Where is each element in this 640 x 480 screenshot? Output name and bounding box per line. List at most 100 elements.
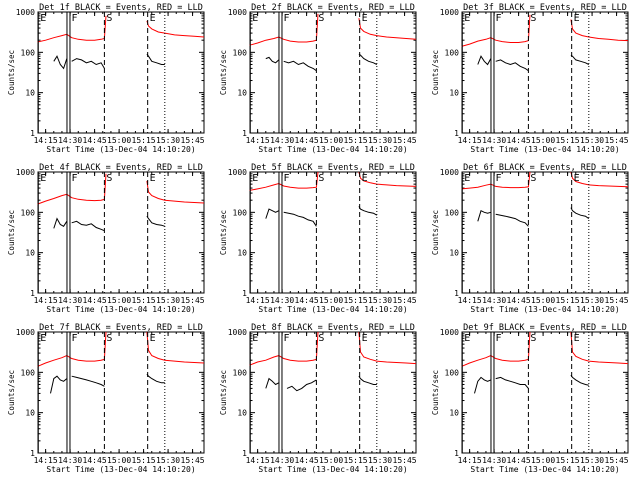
marker-label: E [150, 13, 156, 24]
marker-label: E [40, 13, 46, 24]
y-tick-label: 1 [454, 129, 459, 138]
x-axis-label: Start Time (13-Dec-04 14:10:20) [470, 145, 619, 154]
y-tick-label: 10 [449, 409, 459, 418]
marker-label: E [362, 333, 368, 344]
events-series-line [358, 375, 377, 385]
y-tick-label: 1000 [228, 168, 247, 177]
lld-series-line [146, 331, 205, 364]
plot-frame [249, 11, 417, 134]
y-tick-label: 100 [233, 208, 248, 217]
marker-label: S [318, 13, 324, 24]
x-tick-label: 15:15 [556, 296, 580, 305]
x-axis-label: Start Time (13-Dec-04 14:10:20) [46, 305, 195, 314]
events-series-line [71, 220, 105, 232]
marker-label: E [362, 13, 368, 24]
x-tick-label: 15:30 [156, 456, 180, 465]
events-series-line [570, 207, 590, 220]
y-tick-label: 1000 [228, 328, 247, 337]
y-tick-label: 10 [237, 249, 247, 258]
x-axis-label: Start Time (13-Dec-04 14:10:20) [258, 145, 407, 154]
lld-series-line [461, 14, 531, 47]
y-tick-label: 1000 [16, 8, 35, 17]
lld-series-line [37, 173, 107, 205]
events-series-line [283, 60, 317, 72]
y-tick-label: 1000 [440, 8, 459, 17]
y-tick-label: 100 [233, 48, 248, 57]
x-tick-label: 15:30 [156, 136, 180, 145]
y-tick-label: 100 [233, 368, 248, 377]
x-tick-label: 15:00 [531, 296, 555, 305]
x-axis-label: Start Time (13-Dec-04 14:10:20) [258, 465, 407, 474]
plot-frame [37, 331, 205, 454]
x-tick-label: 15:15 [556, 136, 580, 145]
x-axis-label: Start Time (13-Dec-04 14:10:20) [258, 305, 407, 314]
marker-label: E [40, 173, 46, 184]
events-series-line [265, 377, 280, 389]
x-axis-label: Start Time (13-Dec-04 14:10:20) [470, 465, 619, 474]
y-axis-label: Counts/sec [219, 210, 228, 255]
events-series-line [146, 53, 165, 65]
marker-label: S [106, 13, 112, 24]
events-series-line [283, 211, 317, 227]
x-axis-label: Start Time (13-Dec-04 14:10:20) [46, 465, 195, 474]
marker-label: F [283, 13, 289, 24]
y-axis-label: Counts/sec [7, 210, 16, 255]
x-axis-label: Start Time (13-Dec-04 14:10:20) [46, 145, 195, 154]
x-tick-label: 14:15 [458, 136, 482, 145]
y-tick-label: 1000 [440, 168, 459, 177]
x-tick-label: 15:00 [107, 136, 131, 145]
lld-series-line [358, 331, 417, 365]
x-tick-label: 15:15 [132, 456, 156, 465]
x-tick-label: 14:45 [507, 136, 531, 145]
marker-label: S [106, 333, 112, 344]
x-tick-label: 14:30 [482, 296, 506, 305]
x-tick-label: 15:30 [156, 296, 180, 305]
x-tick-label: 14:30 [482, 456, 506, 465]
y-tick-label: 10 [25, 249, 35, 258]
x-tick-label: 15:30 [580, 456, 604, 465]
detector-panel: Det 3f BLACK = Events, RED = LLD 1 10 100 10… [431, 3, 629, 154]
x-tick-label: 15:45 [605, 296, 629, 305]
x-tick-label: 15:45 [605, 456, 629, 465]
y-tick-label: 100 [21, 368, 36, 377]
events-series-line [53, 55, 68, 70]
x-tick-label: 14:15 [246, 136, 270, 145]
plot-frame [461, 331, 629, 454]
detector-panel: Det 1f BLACK = Events, RED = LLD 1 10 100 10… [7, 3, 205, 154]
y-tick-label: 1 [242, 289, 247, 298]
plot-frame [37, 11, 205, 134]
y-tick-label: 10 [237, 89, 247, 98]
lld-series-line [146, 180, 205, 204]
events-series-line [570, 54, 590, 65]
y-tick-label: 1 [30, 289, 35, 298]
marker-label: E [574, 173, 580, 184]
x-tick-label: 14:30 [58, 456, 82, 465]
panel-title: Det 2f BLACK = Events, RED = LLD [251, 3, 415, 13]
x-tick-label: 14:15 [34, 456, 58, 465]
x-tick-label: 15:00 [107, 296, 131, 305]
marker-label: F [283, 333, 289, 344]
panel-title: Det 1f BLACK = Events, RED = LLD [39, 3, 203, 13]
y-tick-label: 1000 [16, 328, 35, 337]
x-tick-label: 14:30 [58, 296, 82, 305]
x-tick-label: 15:15 [344, 456, 368, 465]
x-tick-label: 15:00 [531, 136, 555, 145]
marker-label: S [530, 173, 536, 184]
x-tick-label: 15:30 [368, 296, 392, 305]
x-tick-label: 14:15 [246, 296, 270, 305]
x-tick-label: 14:30 [58, 136, 82, 145]
x-tick-label: 14:45 [83, 296, 107, 305]
marker-label: E [362, 173, 368, 184]
lld-series-line [249, 171, 319, 191]
marker-label: F [495, 173, 501, 184]
events-series-line [146, 215, 165, 227]
plot-frame [249, 171, 417, 294]
x-tick-label: 15:45 [393, 136, 417, 145]
marker-label: E [252, 13, 258, 24]
lld-series-line [461, 331, 531, 367]
events-series-line [358, 53, 378, 65]
y-tick-label: 1 [30, 129, 35, 138]
lld-series-line [37, 331, 107, 367]
lld-series-line [461, 171, 531, 190]
y-axis-label: Counts/sec [431, 50, 440, 95]
